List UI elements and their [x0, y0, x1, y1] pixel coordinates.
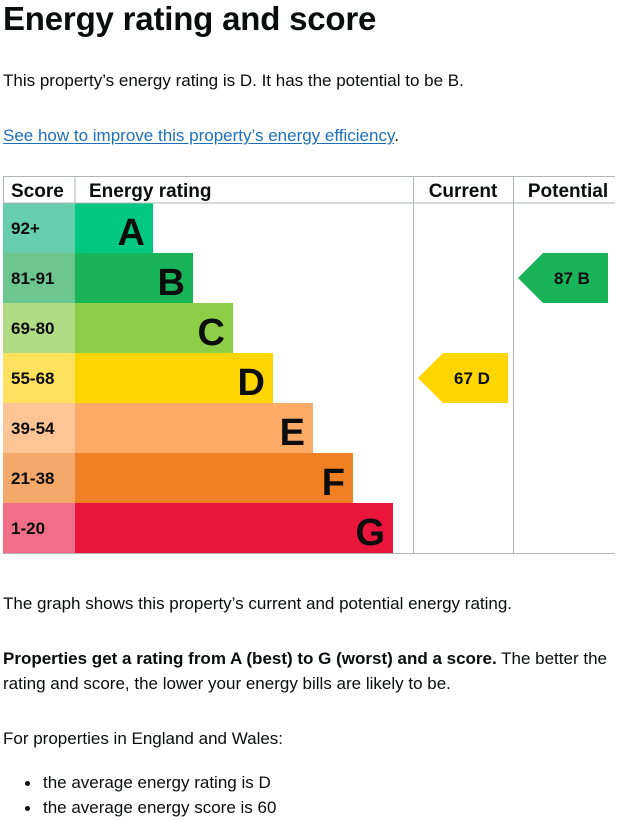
rating-band-letter: D — [238, 362, 265, 404]
header-score: Score — [11, 181, 64, 202]
score-cell — [3, 253, 75, 303]
improve-efficiency-link[interactable]: See how to improve this property’s energ… — [3, 126, 395, 145]
averages-list: the average energy rating is D the avera… — [3, 770, 276, 820]
list-item: the average energy score is 60 — [3, 795, 276, 820]
improve-link-line: See how to improve this property’s energ… — [3, 123, 399, 148]
score-cell — [3, 303, 75, 353]
current-rating-arrow — [418, 353, 508, 403]
list-item: the average energy rating is D — [3, 770, 276, 795]
energy-rating-chart: Score Energy rating Current Potential 92+ A 81… — [3, 176, 615, 554]
score-cell — [3, 503, 75, 553]
potential-rating-label: 87 B — [554, 269, 590, 288]
rating-bar — [75, 303, 233, 353]
score-cell — [3, 203, 75, 253]
score-range-label: 39-54 — [11, 419, 55, 438]
score-range-label: 55-68 — [11, 369, 54, 388]
rating-band-letter: A — [118, 212, 145, 254]
rating-bar — [75, 503, 393, 553]
ratings-explanation-rest: The better the rating and score, the low… — [3, 649, 607, 693]
header-potential: Potential — [528, 181, 608, 202]
score-range-label: 92+ — [11, 219, 40, 238]
rating-band-letter: G — [355, 512, 385, 554]
rating-band-letter: B — [158, 262, 185, 304]
rating-bar — [75, 353, 273, 403]
rating-band-letter: E — [280, 412, 305, 454]
rating-bar — [75, 253, 193, 303]
score-cell — [3, 403, 75, 453]
for-properties-text: For properties in England and Wales: — [3, 729, 284, 748]
rating-bar — [75, 403, 313, 453]
improve-link-suffix: . — [394, 126, 399, 145]
current-rating-label: 67 D — [454, 369, 490, 388]
score-range-label: 69-80 — [11, 319, 54, 338]
intro-text: This property’s energy rating is D. It h… — [3, 71, 464, 90]
page-title: Energy rating and score — [3, 0, 377, 37]
rating-band-letter: F — [322, 462, 345, 504]
header-current: Current — [429, 181, 498, 202]
header-energy-rating: Energy rating — [89, 181, 211, 202]
potential-rating-arrow — [518, 253, 608, 303]
rating-band-letter: C — [198, 312, 225, 354]
graph-caption: The graph shows this property’s current … — [3, 594, 513, 613]
score-cell — [3, 353, 75, 403]
rating-bar — [75, 453, 353, 503]
score-range-label: 1-20 — [11, 519, 45, 538]
ratings-explanation-bold: Properties get a rating from A (best) to… — [3, 649, 497, 668]
score-cell — [3, 453, 75, 503]
score-range-label: 81-91 — [11, 269, 54, 288]
rating-bar — [75, 203, 153, 253]
ratings-explanation: Properties get a rating from A (best) to… — [3, 646, 615, 696]
score-range-label: 21-38 — [11, 469, 54, 488]
